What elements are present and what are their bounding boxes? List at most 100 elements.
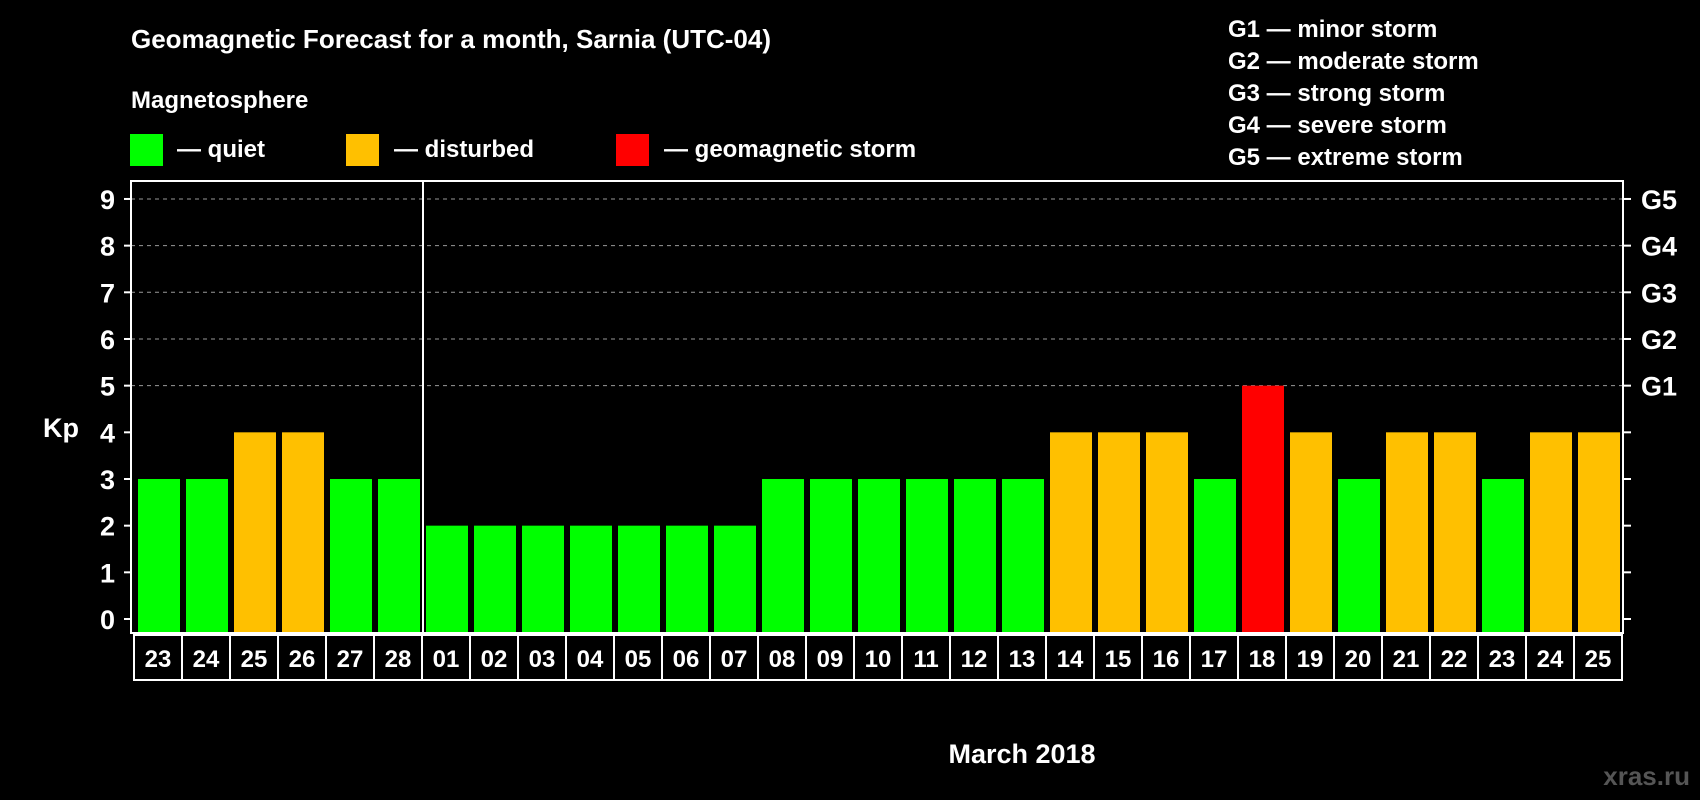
x-tick-label: 06 <box>673 646 700 673</box>
bar-0 <box>138 478 180 633</box>
bar-18 <box>1002 478 1044 633</box>
x-tick-label: 25 <box>1585 646 1612 673</box>
x-tick-label: 15 <box>1105 646 1132 673</box>
x-tick-label: 19 <box>1297 646 1324 673</box>
bar-9 <box>570 525 612 633</box>
x-tick-label: 28 <box>385 646 412 673</box>
x-tick-label: 08 <box>769 646 796 673</box>
bar-30 <box>1578 432 1620 633</box>
x-tick-label: 24 <box>1537 646 1564 673</box>
y-tick-label: 4 <box>100 418 115 448</box>
bar-7 <box>474 525 516 633</box>
x-tick-label: 17 <box>1201 646 1228 673</box>
x-tick-label: 21 <box>1393 646 1420 673</box>
bar-11 <box>666 525 708 633</box>
bar-20 <box>1098 432 1140 633</box>
bar-24 <box>1290 432 1332 633</box>
y-tick-label: 0 <box>100 605 115 635</box>
x-tick-label: 18 <box>1249 646 1276 673</box>
storm-scale-g5: G5 — extreme storm <box>1228 144 1463 171</box>
x-tick-label: 11 <box>913 646 938 673</box>
bar-2 <box>234 432 276 633</box>
x-tick-label: 02 <box>481 646 508 673</box>
g-level-label: G3 <box>1641 278 1677 308</box>
x-tick-label: 09 <box>817 646 844 673</box>
g-level-label: G5 <box>1641 185 1677 215</box>
y-tick-label: 9 <box>100 185 115 215</box>
bar-25 <box>1338 478 1380 633</box>
x-tick-label: 07 <box>721 646 748 673</box>
x-tick-label: 12 <box>961 646 988 673</box>
y-axis: 0 1 2 3 4 5 6 7 8 9 G1 G2 G3 G4 G5 <box>100 185 1677 635</box>
x-tick-label: 04 <box>577 646 604 673</box>
y-tick-label: 7 <box>100 278 115 308</box>
bar-15 <box>858 478 900 633</box>
storm-scale-g3: G3 — strong storm <box>1228 80 1445 107</box>
bar-17 <box>954 478 996 633</box>
legend-label-storm: — geomagnetic storm <box>664 136 916 163</box>
bar-21 <box>1146 432 1188 633</box>
x-tick-label: 13 <box>1009 646 1036 673</box>
y-tick-label: 3 <box>100 465 115 495</box>
legend-label-quiet: — quiet <box>177 136 265 163</box>
bar-3 <box>282 432 324 633</box>
bar-14 <box>810 478 852 633</box>
storm-scale-g2: G2 — moderate storm <box>1228 48 1479 75</box>
bar-28 <box>1482 478 1524 633</box>
bars <box>138 385 1620 633</box>
bar-29 <box>1530 432 1572 633</box>
x-tick-label: 26 <box>289 646 316 673</box>
legend-swatch-disturbed <box>346 134 379 166</box>
y-tick-label: 6 <box>100 325 115 355</box>
x-tick-label: 14 <box>1057 646 1084 673</box>
bar-10 <box>618 525 660 633</box>
bar-1 <box>186 478 228 633</box>
x-tick-label: 20 <box>1345 646 1372 673</box>
bar-8 <box>522 525 564 633</box>
legend-swatch-storm <box>616 134 649 166</box>
chart-title: Geomagnetic Forecast for a month, Sarnia… <box>131 24 771 54</box>
bar-13 <box>762 478 804 633</box>
y-tick-label: 5 <box>100 372 115 402</box>
legend-title: Magnetosphere <box>131 87 308 114</box>
x-axis: 23 24 25 26 27 28 01 02 03 04 05 06 07 08 09 10 11 12 13 14… <box>133 634 1623 681</box>
bar-6 <box>426 525 468 633</box>
bar-5 <box>378 478 420 633</box>
x-tick-label: 01 <box>433 646 460 673</box>
bar-4 <box>330 478 372 633</box>
gridlines <box>131 198 1623 387</box>
g-level-label: G1 <box>1641 372 1677 402</box>
legend-label-disturbed: — disturbed <box>394 136 534 163</box>
bar-19 <box>1050 432 1092 633</box>
storm-scale-g1: G1 — minor storm <box>1228 16 1437 43</box>
date-cell <box>1573 634 1623 681</box>
y-tick-label: 1 <box>100 558 115 588</box>
storm-scale-g4: G4 — severe storm <box>1228 112 1447 139</box>
x-tick-label: 10 <box>865 646 892 673</box>
legend-swatch-quiet <box>130 134 163 166</box>
watermark: xras.ru <box>1603 761 1690 791</box>
g-level-label: G2 <box>1641 325 1677 355</box>
x-axis-label: March 2018 <box>948 739 1095 769</box>
x-tick-label: 27 <box>337 646 364 673</box>
x-tick-label: 24 <box>193 646 220 673</box>
x-tick-label: 25 <box>241 646 268 673</box>
bar-27 <box>1434 432 1476 633</box>
bar-26 <box>1386 432 1428 633</box>
y-tick-label: 8 <box>100 232 115 262</box>
x-tick-label: 05 <box>625 646 652 673</box>
y-axis-label: Kp <box>43 413 79 443</box>
g-level-label: G4 <box>1641 232 1677 262</box>
x-tick-label: 22 <box>1441 646 1468 673</box>
y-tick-label: 2 <box>100 512 115 542</box>
x-tick-label: 03 <box>529 646 556 673</box>
x-tick-label: 16 <box>1153 646 1180 673</box>
plot-frame <box>130 180 1624 634</box>
bar-16 <box>906 478 948 633</box>
bar-12 <box>714 525 756 633</box>
x-tick-label: 23 <box>145 646 172 673</box>
x-tick-label: 23 <box>1489 646 1516 673</box>
bar-23 <box>1242 385 1284 633</box>
bar-22 <box>1194 478 1236 633</box>
